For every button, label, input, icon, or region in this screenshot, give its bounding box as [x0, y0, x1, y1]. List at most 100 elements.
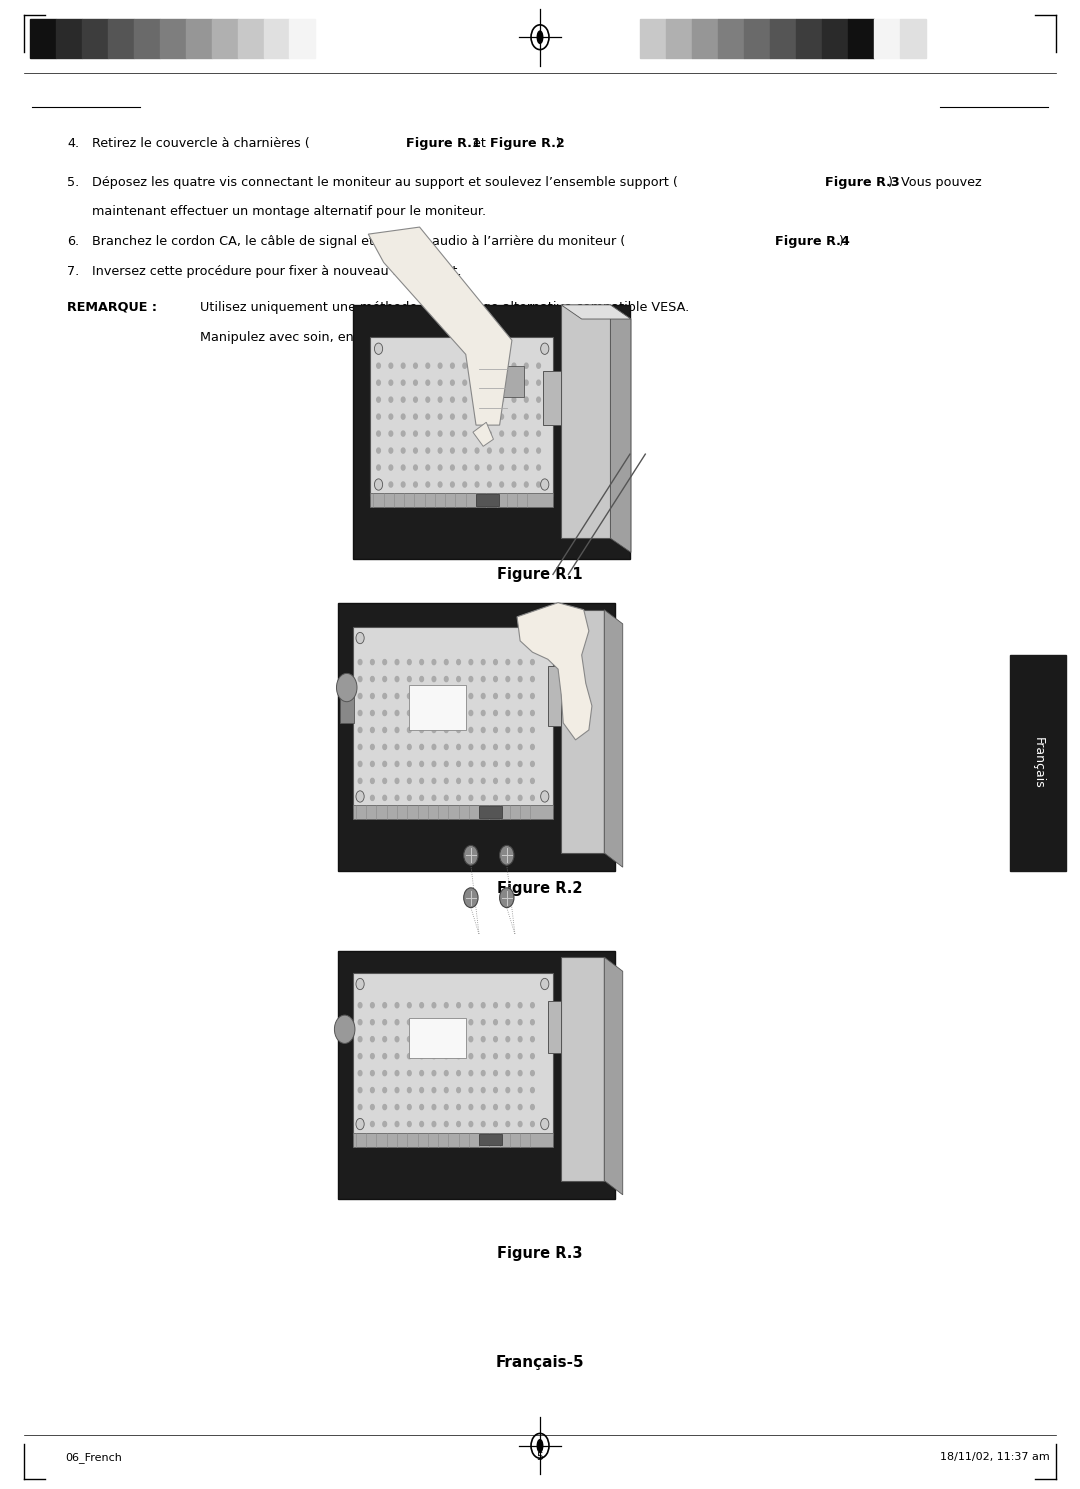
Circle shape [469, 1002, 473, 1008]
Polygon shape [548, 1001, 562, 1053]
Circle shape [420, 1020, 423, 1024]
Circle shape [407, 728, 411, 733]
Circle shape [370, 1071, 375, 1075]
Circle shape [487, 380, 491, 386]
Circle shape [359, 694, 362, 698]
Circle shape [457, 710, 460, 716]
Circle shape [395, 1036, 399, 1042]
Bar [353, 1133, 553, 1147]
Circle shape [420, 676, 423, 682]
Circle shape [359, 660, 362, 664]
Text: Figure R.3: Figure R.3 [497, 1246, 583, 1261]
Circle shape [395, 1002, 399, 1008]
Circle shape [512, 414, 516, 420]
Polygon shape [562, 305, 631, 319]
Circle shape [505, 1087, 510, 1093]
Circle shape [420, 795, 423, 801]
Text: ).: ). [555, 137, 564, 150]
Circle shape [518, 795, 522, 801]
Circle shape [475, 414, 478, 420]
Circle shape [530, 795, 535, 801]
Circle shape [420, 1105, 423, 1109]
Bar [160, 19, 186, 58]
Circle shape [359, 710, 362, 716]
Circle shape [469, 744, 473, 749]
Circle shape [359, 1071, 362, 1075]
Circle shape [469, 1105, 473, 1109]
Circle shape [494, 694, 498, 698]
Circle shape [487, 414, 491, 420]
Circle shape [469, 795, 473, 801]
Circle shape [450, 448, 455, 453]
Circle shape [525, 363, 528, 368]
Circle shape [382, 1121, 387, 1127]
Circle shape [402, 430, 405, 436]
Circle shape [444, 744, 448, 749]
Circle shape [432, 1105, 436, 1109]
Circle shape [469, 1087, 473, 1093]
Circle shape [444, 676, 448, 682]
Circle shape [469, 1020, 473, 1024]
Circle shape [444, 1054, 448, 1059]
Circle shape [438, 398, 442, 402]
Circle shape [469, 710, 473, 716]
Circle shape [432, 1071, 436, 1075]
Circle shape [487, 482, 491, 487]
Circle shape [420, 1002, 423, 1008]
Circle shape [382, 1054, 387, 1059]
Circle shape [414, 430, 417, 436]
Circle shape [420, 1036, 423, 1042]
Circle shape [482, 710, 485, 716]
Circle shape [482, 795, 485, 801]
Circle shape [407, 1054, 411, 1059]
Circle shape [438, 448, 442, 453]
Circle shape [537, 465, 540, 471]
Circle shape [359, 1036, 362, 1042]
Circle shape [438, 380, 442, 386]
Circle shape [500, 887, 514, 908]
Bar [562, 305, 610, 538]
Circle shape [494, 660, 498, 664]
Circle shape [370, 694, 375, 698]
Circle shape [500, 380, 503, 386]
Circle shape [530, 694, 535, 698]
Circle shape [505, 660, 510, 664]
Circle shape [500, 482, 503, 487]
Circle shape [420, 1087, 423, 1093]
Circle shape [457, 744, 460, 749]
Circle shape [444, 1087, 448, 1093]
Text: et: et [469, 137, 489, 150]
Circle shape [505, 761, 510, 767]
Polygon shape [353, 627, 553, 807]
Bar [744, 19, 770, 58]
Circle shape [463, 482, 467, 487]
Circle shape [382, 1087, 387, 1093]
Circle shape [457, 1121, 460, 1127]
Circle shape [500, 398, 503, 402]
Text: Branchez le cordon CA, le câble de signal et le câble audio à l’arrière du monit: Branchez le cordon CA, le câble de signa… [92, 235, 625, 249]
Circle shape [475, 380, 478, 386]
Circle shape [414, 380, 417, 386]
Bar [353, 806, 553, 819]
Circle shape [414, 414, 417, 420]
Bar [796, 19, 822, 58]
Circle shape [530, 1054, 535, 1059]
Polygon shape [370, 338, 553, 496]
Circle shape [537, 363, 540, 368]
Bar [409, 1018, 465, 1057]
Circle shape [482, 779, 485, 783]
Circle shape [525, 380, 528, 386]
Circle shape [407, 1087, 411, 1093]
Circle shape [518, 1105, 522, 1109]
Circle shape [370, 710, 375, 716]
Polygon shape [610, 305, 631, 552]
Circle shape [395, 676, 399, 682]
Bar [264, 19, 289, 58]
Circle shape [432, 1036, 436, 1042]
Circle shape [382, 1105, 387, 1109]
Circle shape [370, 1121, 375, 1127]
Circle shape [356, 1118, 364, 1130]
Circle shape [494, 1121, 498, 1127]
Circle shape [395, 744, 399, 749]
Circle shape [444, 779, 448, 783]
